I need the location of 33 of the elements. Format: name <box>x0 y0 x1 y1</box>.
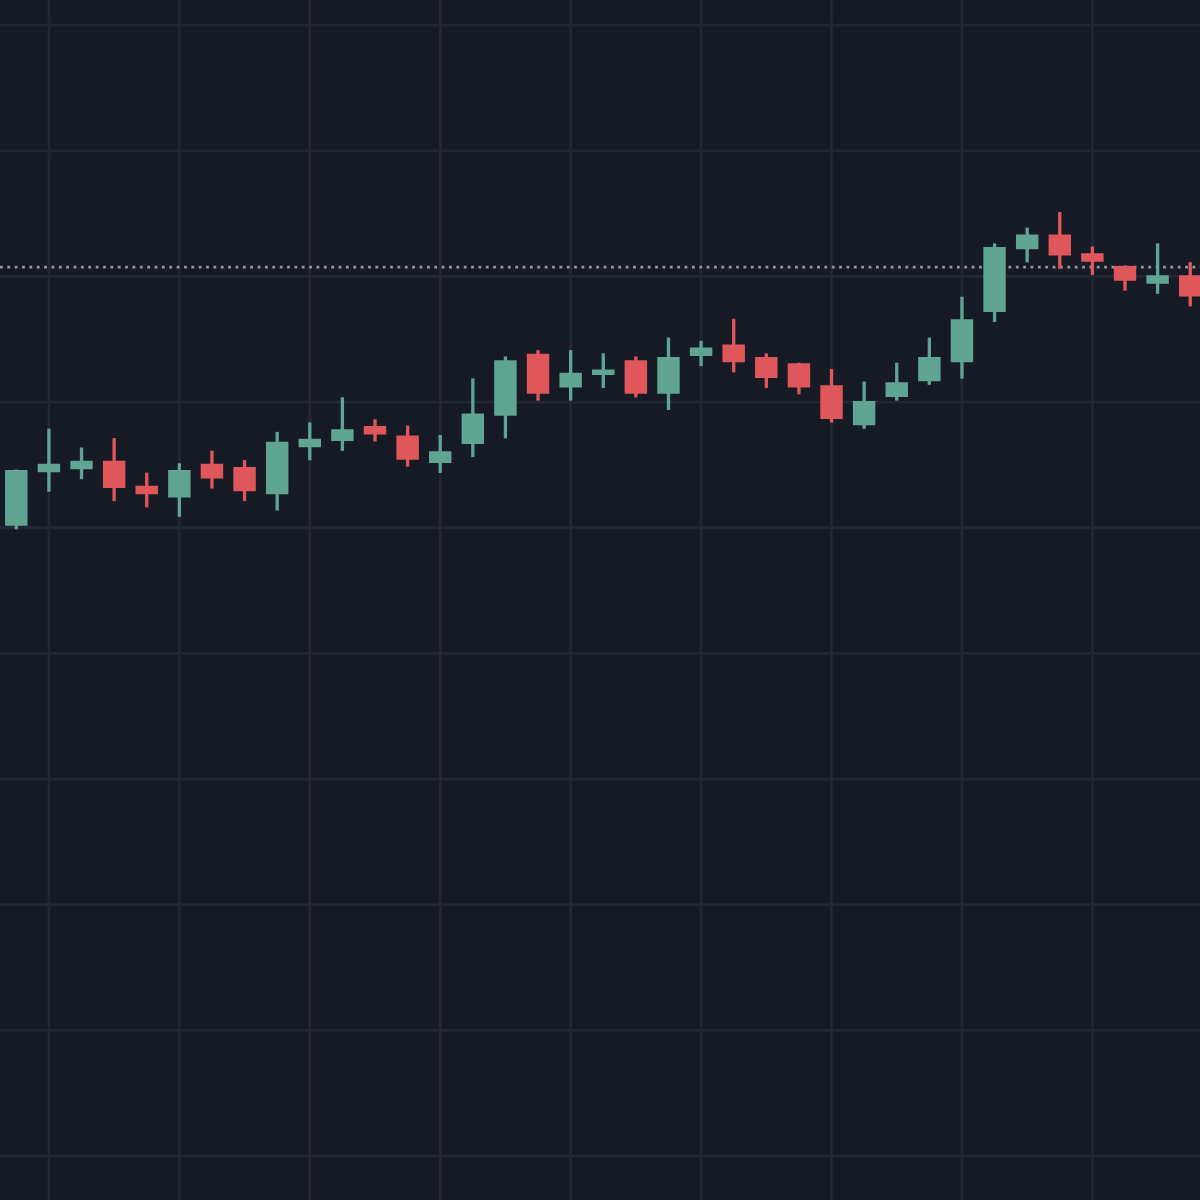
candlestick <box>755 353 778 389</box>
candlestick <box>624 356 648 398</box>
candlestick <box>918 337 941 385</box>
candlestick <box>363 419 387 442</box>
candlestick <box>429 434 452 473</box>
candlestick <box>559 350 582 401</box>
candlestick <box>461 378 485 458</box>
candlestick <box>1081 246 1104 275</box>
candlestick <box>820 369 843 423</box>
candlestick <box>102 438 126 502</box>
candlestick <box>722 318 745 373</box>
candlestick <box>1113 265 1137 291</box>
candlestick <box>592 353 615 389</box>
candlestick <box>852 381 876 429</box>
candlestick <box>37 428 61 492</box>
candlestick <box>1146 243 1169 294</box>
candlestick <box>1015 227 1039 263</box>
candlestick <box>526 350 550 401</box>
candlestick <box>885 362 908 401</box>
candlestick <box>950 296 974 379</box>
candlestick <box>298 422 321 461</box>
candlestick <box>689 340 713 367</box>
candlestick <box>1179 262 1200 307</box>
candlestick <box>787 362 811 395</box>
candlestick <box>331 397 354 451</box>
candlestick <box>657 337 680 411</box>
candlestick <box>200 450 224 489</box>
candlestick <box>1048 211 1071 269</box>
candlestick <box>233 460 256 502</box>
candlestick <box>135 472 158 508</box>
candlestick <box>168 463 191 517</box>
candlestick <box>396 425 419 467</box>
candlestick <box>70 447 93 480</box>
